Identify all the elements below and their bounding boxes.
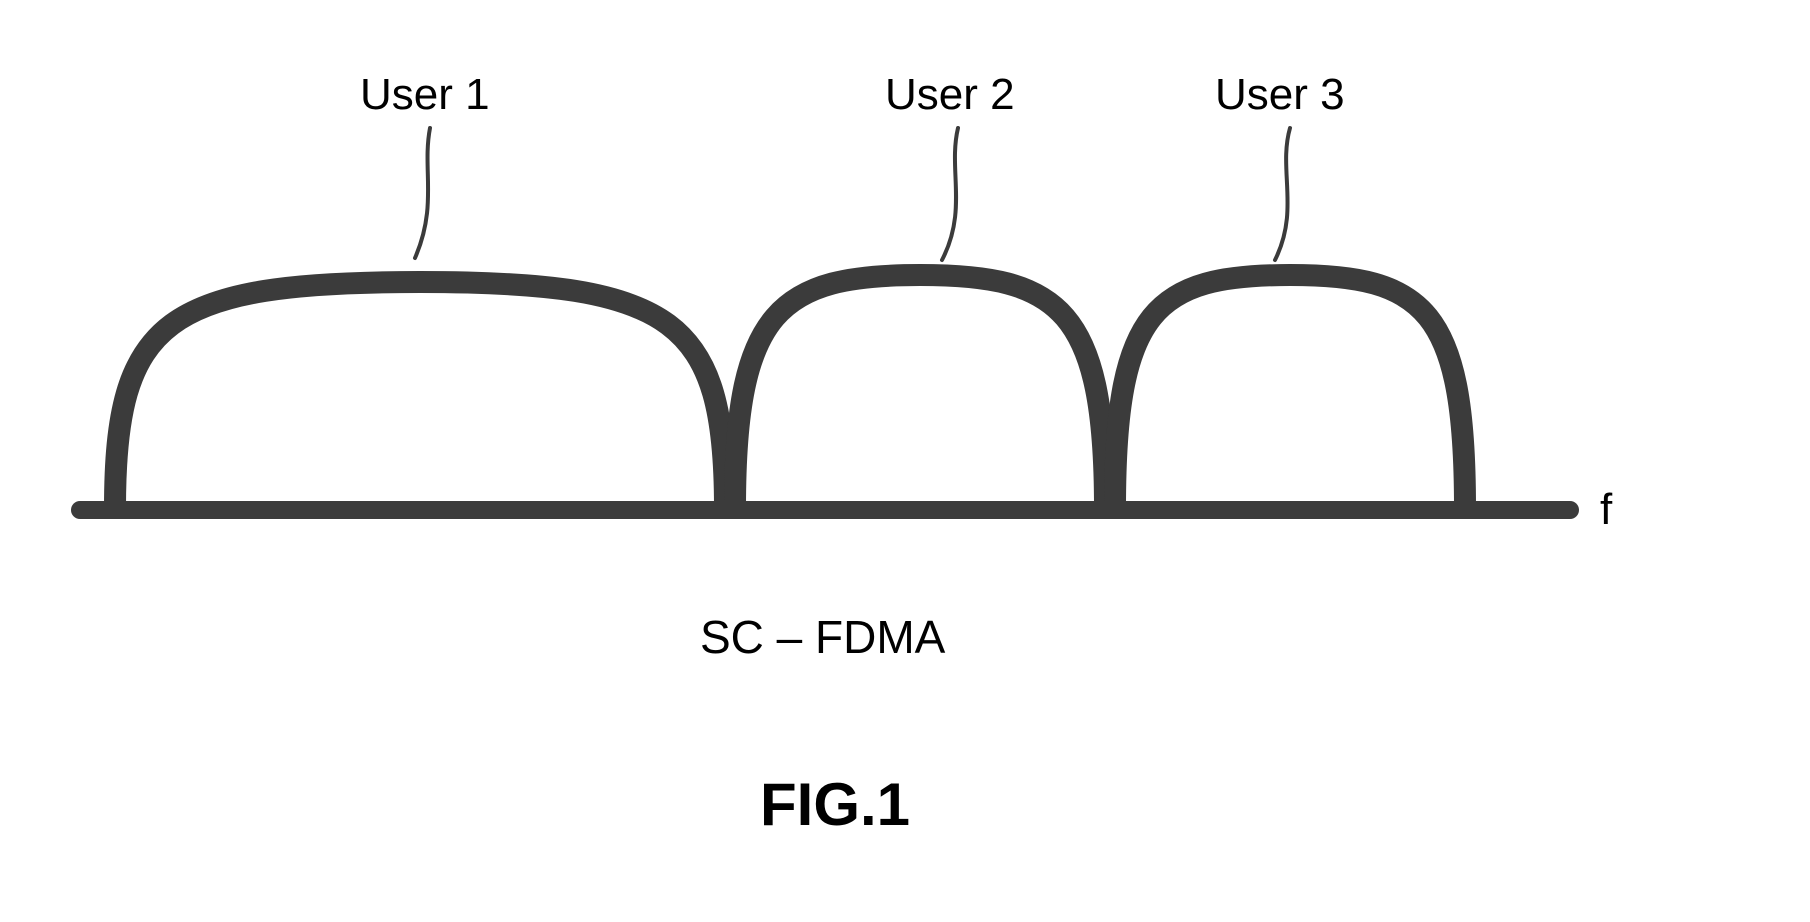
user-1-label: User 1 bbox=[360, 70, 490, 120]
frequency-axis-label: f bbox=[1600, 485, 1612, 535]
user-3-label: User 3 bbox=[1215, 70, 1345, 120]
leader-line bbox=[415, 128, 430, 258]
user-lobe bbox=[735, 275, 1105, 508]
leader-line bbox=[1275, 128, 1290, 260]
user-lobe bbox=[1115, 275, 1465, 508]
user-2-label: User 2 bbox=[885, 70, 1015, 120]
diagram-caption: SC – FDMA bbox=[700, 610, 945, 664]
diagram-canvas: User 1 User 2 User 3 f SC – FDMA FIG.1 bbox=[0, 0, 1810, 922]
figure-number-label: FIG.1 bbox=[760, 770, 910, 839]
leader-line bbox=[942, 128, 958, 260]
user-lobe bbox=[115, 282, 725, 508]
